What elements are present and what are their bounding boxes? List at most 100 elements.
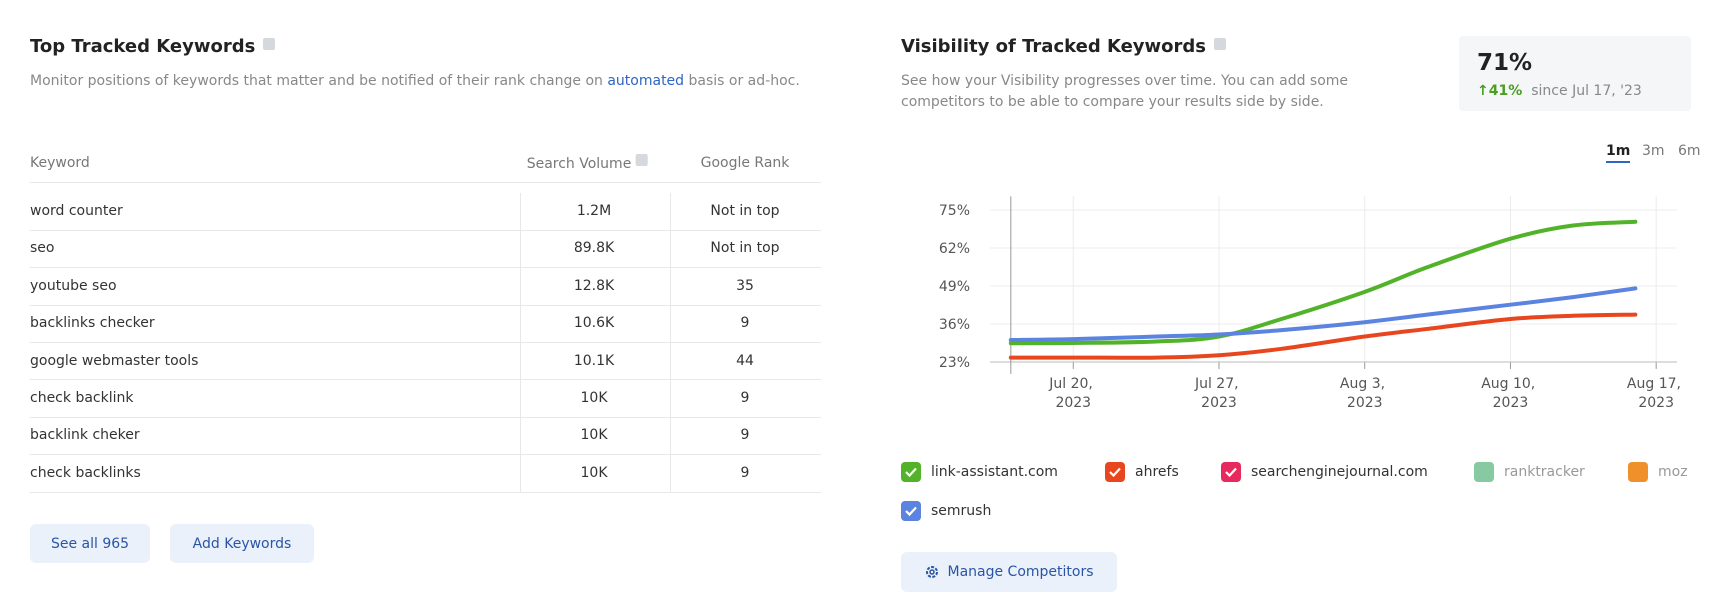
label-line: Aug 17, [1627,376,1686,392]
table-cell: 12.8K [573,277,615,294]
check-icon [905,467,917,478]
table-cell: 9 [740,390,750,406]
y-tick-label: 36% [939,317,970,333]
table-cell: 10K [580,427,608,444]
column-divider [520,193,521,492]
x-tick-label: Jul 20, 2023 [1048,376,1097,411]
label-line: Jul 20, [1048,376,1097,392]
column-divider [670,193,671,492]
table-cell: 44 [736,352,754,369]
legend-label: semrush [931,503,992,519]
range-tab[interactable]: 3m [1642,143,1665,159]
help-icon[interactable] [263,38,276,50]
table-cell: seo [30,240,55,257]
row-divider [30,341,821,343]
legend-checkbox[interactable] [1105,462,1125,482]
table-cell: google webmaster tools [30,352,199,369]
legend-checkbox[interactable] [901,462,921,482]
legend-checkbox[interactable] [1628,462,1648,482]
y-tick-label: 62% [939,241,970,257]
legend-checkbox[interactable] [1474,462,1494,482]
row-divider [30,304,821,306]
label-line: Jul 27, [1194,376,1243,392]
row-divider [30,229,821,231]
column-header: Search Volume [527,154,648,172]
check-icon [1109,467,1121,478]
add-keywords-button[interactable]: Add Keywords [170,524,314,563]
table-cell: youtube seo [30,277,117,294]
automated-link[interactable]: automated [607,73,685,89]
table-cell: 89.8K [573,240,615,257]
manage-competitors-button[interactable]: Manage Competitors [901,552,1117,592]
row-divider [30,267,821,269]
y-tick-label: 49% [939,279,970,295]
legend-item[interactable]: searchenginejournal.com [1221,462,1428,482]
x-tick-label: Aug 3, 2023 [1340,376,1390,411]
legend-item[interactable]: ranktracker [1474,462,1585,482]
table-cell: backlink cheker [30,427,140,444]
visibility-description: See how your Visibility progresses over … [901,73,1349,110]
table-cell: 9 [740,315,750,332]
table-cell: check backlinks [30,464,141,481]
table-cell: 10.1K [573,352,615,369]
description-text: Monitor positions of keywords that matte… [30,73,608,89]
table-cell: 10.6K [573,315,615,332]
legend-checkbox[interactable] [1221,462,1241,482]
help-icon[interactable] [1214,38,1227,50]
table-cell: 35 [736,277,754,294]
label-line: 2023 [1638,395,1674,411]
table-cell: 9 [740,427,750,444]
legend-item[interactable]: ahrefs [1105,462,1179,482]
legend-checkbox[interactable] [901,501,921,521]
legend-label: ahrefs [1135,464,1179,480]
visibility-title: Visibility of Tracked Keywords [901,36,1227,57]
change-value: 41% [1488,83,1523,99]
label-line: Aug 10, [1481,376,1540,392]
see-all-button[interactable]: See all 965 [30,524,150,563]
row-divider [30,379,821,381]
help-icon[interactable] [635,154,648,166]
table-cell: 10K [580,464,608,481]
title-text: Top Tracked Keywords [30,36,256,57]
summary-change: ↑41% since Jul 17, '23 [1477,83,1642,99]
legend-item[interactable]: semrush [901,501,991,521]
legend-item[interactable]: moz [1628,462,1688,482]
label-line: 2023 [1347,395,1383,411]
label-line: 2023 [1055,395,1091,411]
title-text: Visibility of Tracked Keywords [901,36,1207,57]
series-line [1008,219,1638,346]
row-divider [30,454,821,456]
table-cell: 9 [740,464,750,481]
row-divider [30,491,821,493]
legend-label: moz [1658,464,1688,480]
header-divider [30,182,821,183]
check-icon [905,506,917,517]
legend-label: searchenginejournal.com [1251,464,1428,480]
table-cell: backlinks checker [30,315,155,332]
x-tick-label: Aug 10, 2023 [1481,376,1540,411]
up-arrow: ↑ [1477,83,1489,99]
button-text: Manage Competitors [947,564,1094,580]
legend-item[interactable]: link-assistant.com [901,462,1058,482]
series-line [1008,312,1638,360]
range-tab[interactable]: 6m [1678,143,1701,159]
label-line: 2023 [1493,395,1529,411]
column-header: Google Rank [700,155,790,171]
gear-icon [926,566,939,578]
y-tick-label: 75% [939,203,970,219]
keywords-title: Top Tracked Keywords [30,36,276,57]
column-header: Keyword [30,155,90,171]
description-text: basis or ad-hoc. [684,73,800,89]
table-cell: Not in top [710,203,780,219]
series-line [1008,286,1638,343]
summary-value: 71% [1477,50,1533,76]
y-tick-label: 23% [939,355,970,371]
range-tab[interactable]: 1m [1606,143,1631,163]
keywords-description: Monitor positions of keywords that matte… [30,71,820,92]
row-divider [30,416,821,418]
label-line: Aug 3, [1340,376,1390,392]
check-icon [1225,467,1237,478]
x-tick-label: Jul 27, 2023 [1194,376,1243,411]
